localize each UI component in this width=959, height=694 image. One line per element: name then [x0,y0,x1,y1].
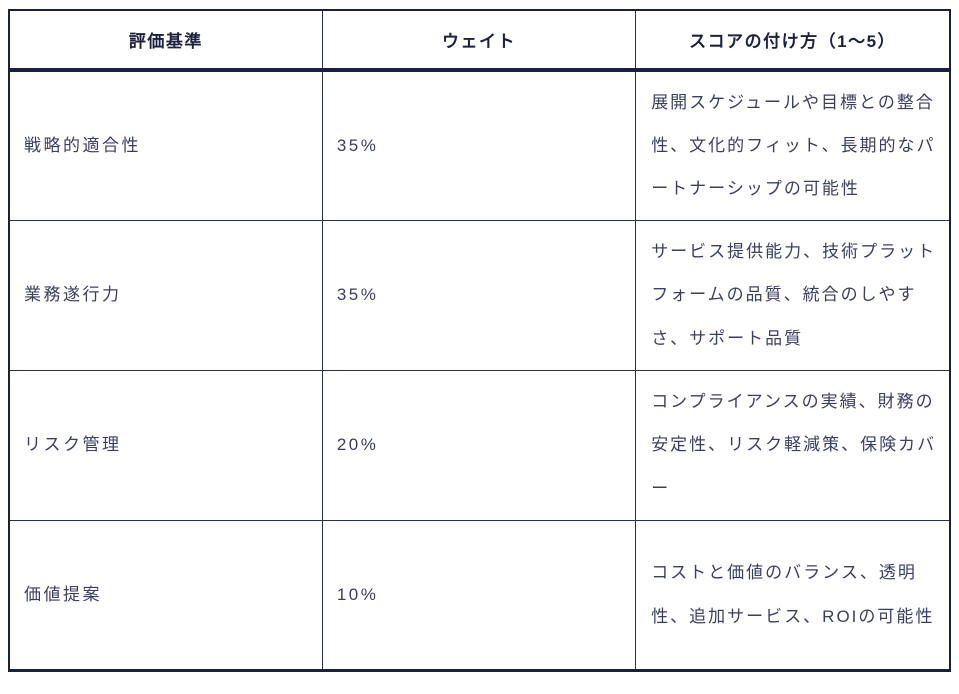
weight-cell: 35% [321,219,637,371]
header-criterion: 評価基準 [8,9,323,72]
header-scoring: スコアの付け方（1〜5） [635,9,951,72]
table-row: 戦略的適合性 35% 展開スケジュールや目標との整合性、文化的フィット、長期的な… [8,69,951,221]
scoring-cell: サービス提供能力、技術プラットフォームの品質、統合のしやすさ、サポート品質 [635,219,951,371]
table-row: 業務遂行力 35% サービス提供能力、技術プラットフォームの品質、統合のしやすさ… [8,219,951,371]
table-row: 価値提案 10% コストと価値のバランス、透明性、追加サービス、ROIの可能性 [8,519,951,671]
criterion-cell: 価値提案 [8,519,323,671]
evaluation-criteria-table: 評価基準 ウェイト スコアの付け方（1〜5） 戦略的適合性 35% 展開スケジュ… [8,9,951,672]
scoring-cell: 展開スケジュールや目標との整合性、文化的フィット、長期的なパートナーシップの可能… [635,69,951,221]
header-weight: ウェイト [321,9,637,72]
criterion-cell: 業務遂行力 [8,219,323,371]
criterion-cell: リスク管理 [8,369,323,521]
weight-cell: 20% [321,369,637,521]
weight-cell: 10% [321,519,637,671]
scoring-cell: コンプライアンスの実績、財務の安定性、リスク軽減策、保険カバー [635,369,951,521]
table-row: リスク管理 20% コンプライアンスの実績、財務の安定性、リスク軽減策、保険カバ… [8,369,951,521]
header-row: 評価基準 ウェイト スコアの付け方（1〜5） [8,9,951,72]
scoring-cell: コストと価値のバランス、透明性、追加サービス、ROIの可能性 [635,519,951,671]
weight-cell: 35% [321,69,637,221]
criterion-cell: 戦略的適合性 [8,69,323,221]
